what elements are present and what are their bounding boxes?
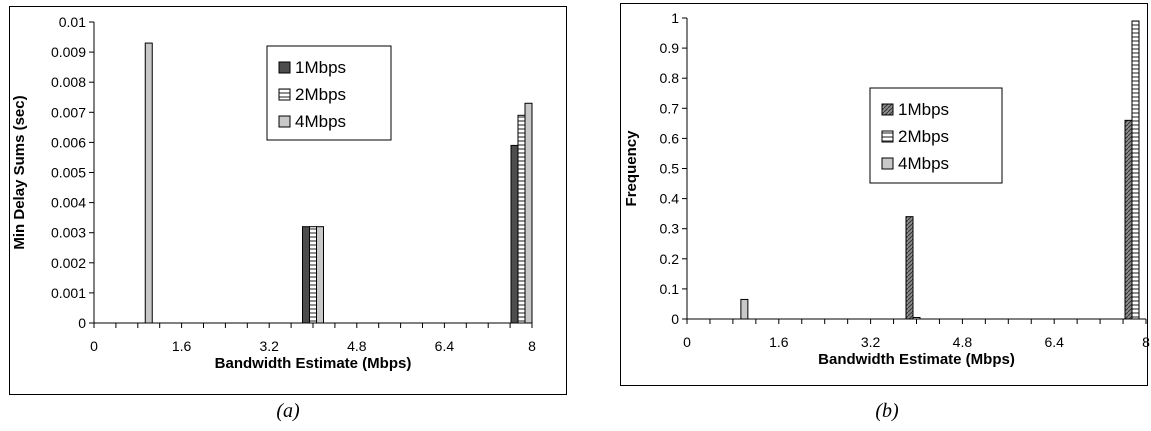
x-tick-label: 0 [90,338,98,354]
caption-a: (a) [276,400,300,422]
x-tick-label: 4.8 [347,338,367,354]
legend-swatch [881,157,894,170]
bar-2mbps [1131,20,1140,320]
bar-4mbps [144,42,153,324]
legend-swatch [278,61,291,74]
legend-entry: 2Mbps [295,85,346,104]
bar-4mbps [740,298,749,320]
y-tick-label: 0.3 [660,221,680,237]
y-tick-label: 0.1 [660,281,680,297]
bar-4mbps [316,226,324,324]
y-tick-label: 0.6 [660,130,680,146]
legend-entry: 4Mbps [295,112,346,131]
y-tick-label: 0.006 [51,134,86,150]
legend-entry: 1Mbps [898,100,949,119]
y-tick-label: 0 [78,315,86,331]
legend-swatch [881,103,894,116]
bar-1mbps [905,216,914,320]
legend-entry: 2Mbps [898,127,949,146]
y-tick-label: 0.5 [660,161,680,177]
y-tick-label: 1 [671,10,679,26]
caption-b: (b) [875,400,899,422]
legend-entry: 1Mbps [295,58,346,77]
y-tick-label: 0.01 [59,14,86,30]
y-tick-label: 0.009 [51,44,86,60]
y-tick-label: 0.4 [660,191,680,207]
bar-4mbps [524,102,533,324]
x-tick-label: 1.6 [769,334,789,350]
x-tick-label: 4.8 [953,334,973,350]
legend-entry: 4Mbps [898,154,949,173]
y-tick-label: 0.001 [51,285,86,301]
y-tick-label: 0.7 [660,100,680,116]
y-axis-label: Min Delay Sums (sec) [11,95,28,249]
legend-swatch [278,88,291,101]
y-tick-label: 0.005 [51,165,86,181]
y-tick-label: 0 [671,311,679,327]
y-tick-label: 0.008 [51,74,86,90]
x-tick-label: 3.2 [259,338,279,354]
x-tick-label: 8 [1142,334,1150,350]
y-tick-label: 0.2 [660,251,680,267]
y-tick-label: 0.003 [51,225,86,241]
x-tick-label: 1.6 [172,338,192,354]
chart-b-frame [620,3,1148,386]
legend-swatch [881,130,894,143]
y-tick-label: 0.007 [51,104,86,120]
x-axis-label: Bandwidth Estimate (Mbps) [818,351,1015,368]
legend-swatch [278,115,291,128]
x-tick-label: 0 [683,334,691,350]
x-tick-label: 8 [528,338,536,354]
x-tick-label: 6.4 [1044,334,1064,350]
bar-2mbps [912,316,921,320]
bar-1mbps [1124,119,1133,320]
y-tick-label: 0.004 [51,195,86,211]
x-tick-label: 6.4 [435,338,455,354]
y-tick-label: 0.002 [51,255,86,271]
x-tick-label: 3.2 [861,334,881,350]
y-tick-label: 0.9 [660,40,680,56]
x-axis-label: Bandwidth Estimate (Mbps) [215,355,412,372]
y-tick-label: 0.8 [660,70,680,86]
y-axis-label: Frequency [623,130,640,207]
